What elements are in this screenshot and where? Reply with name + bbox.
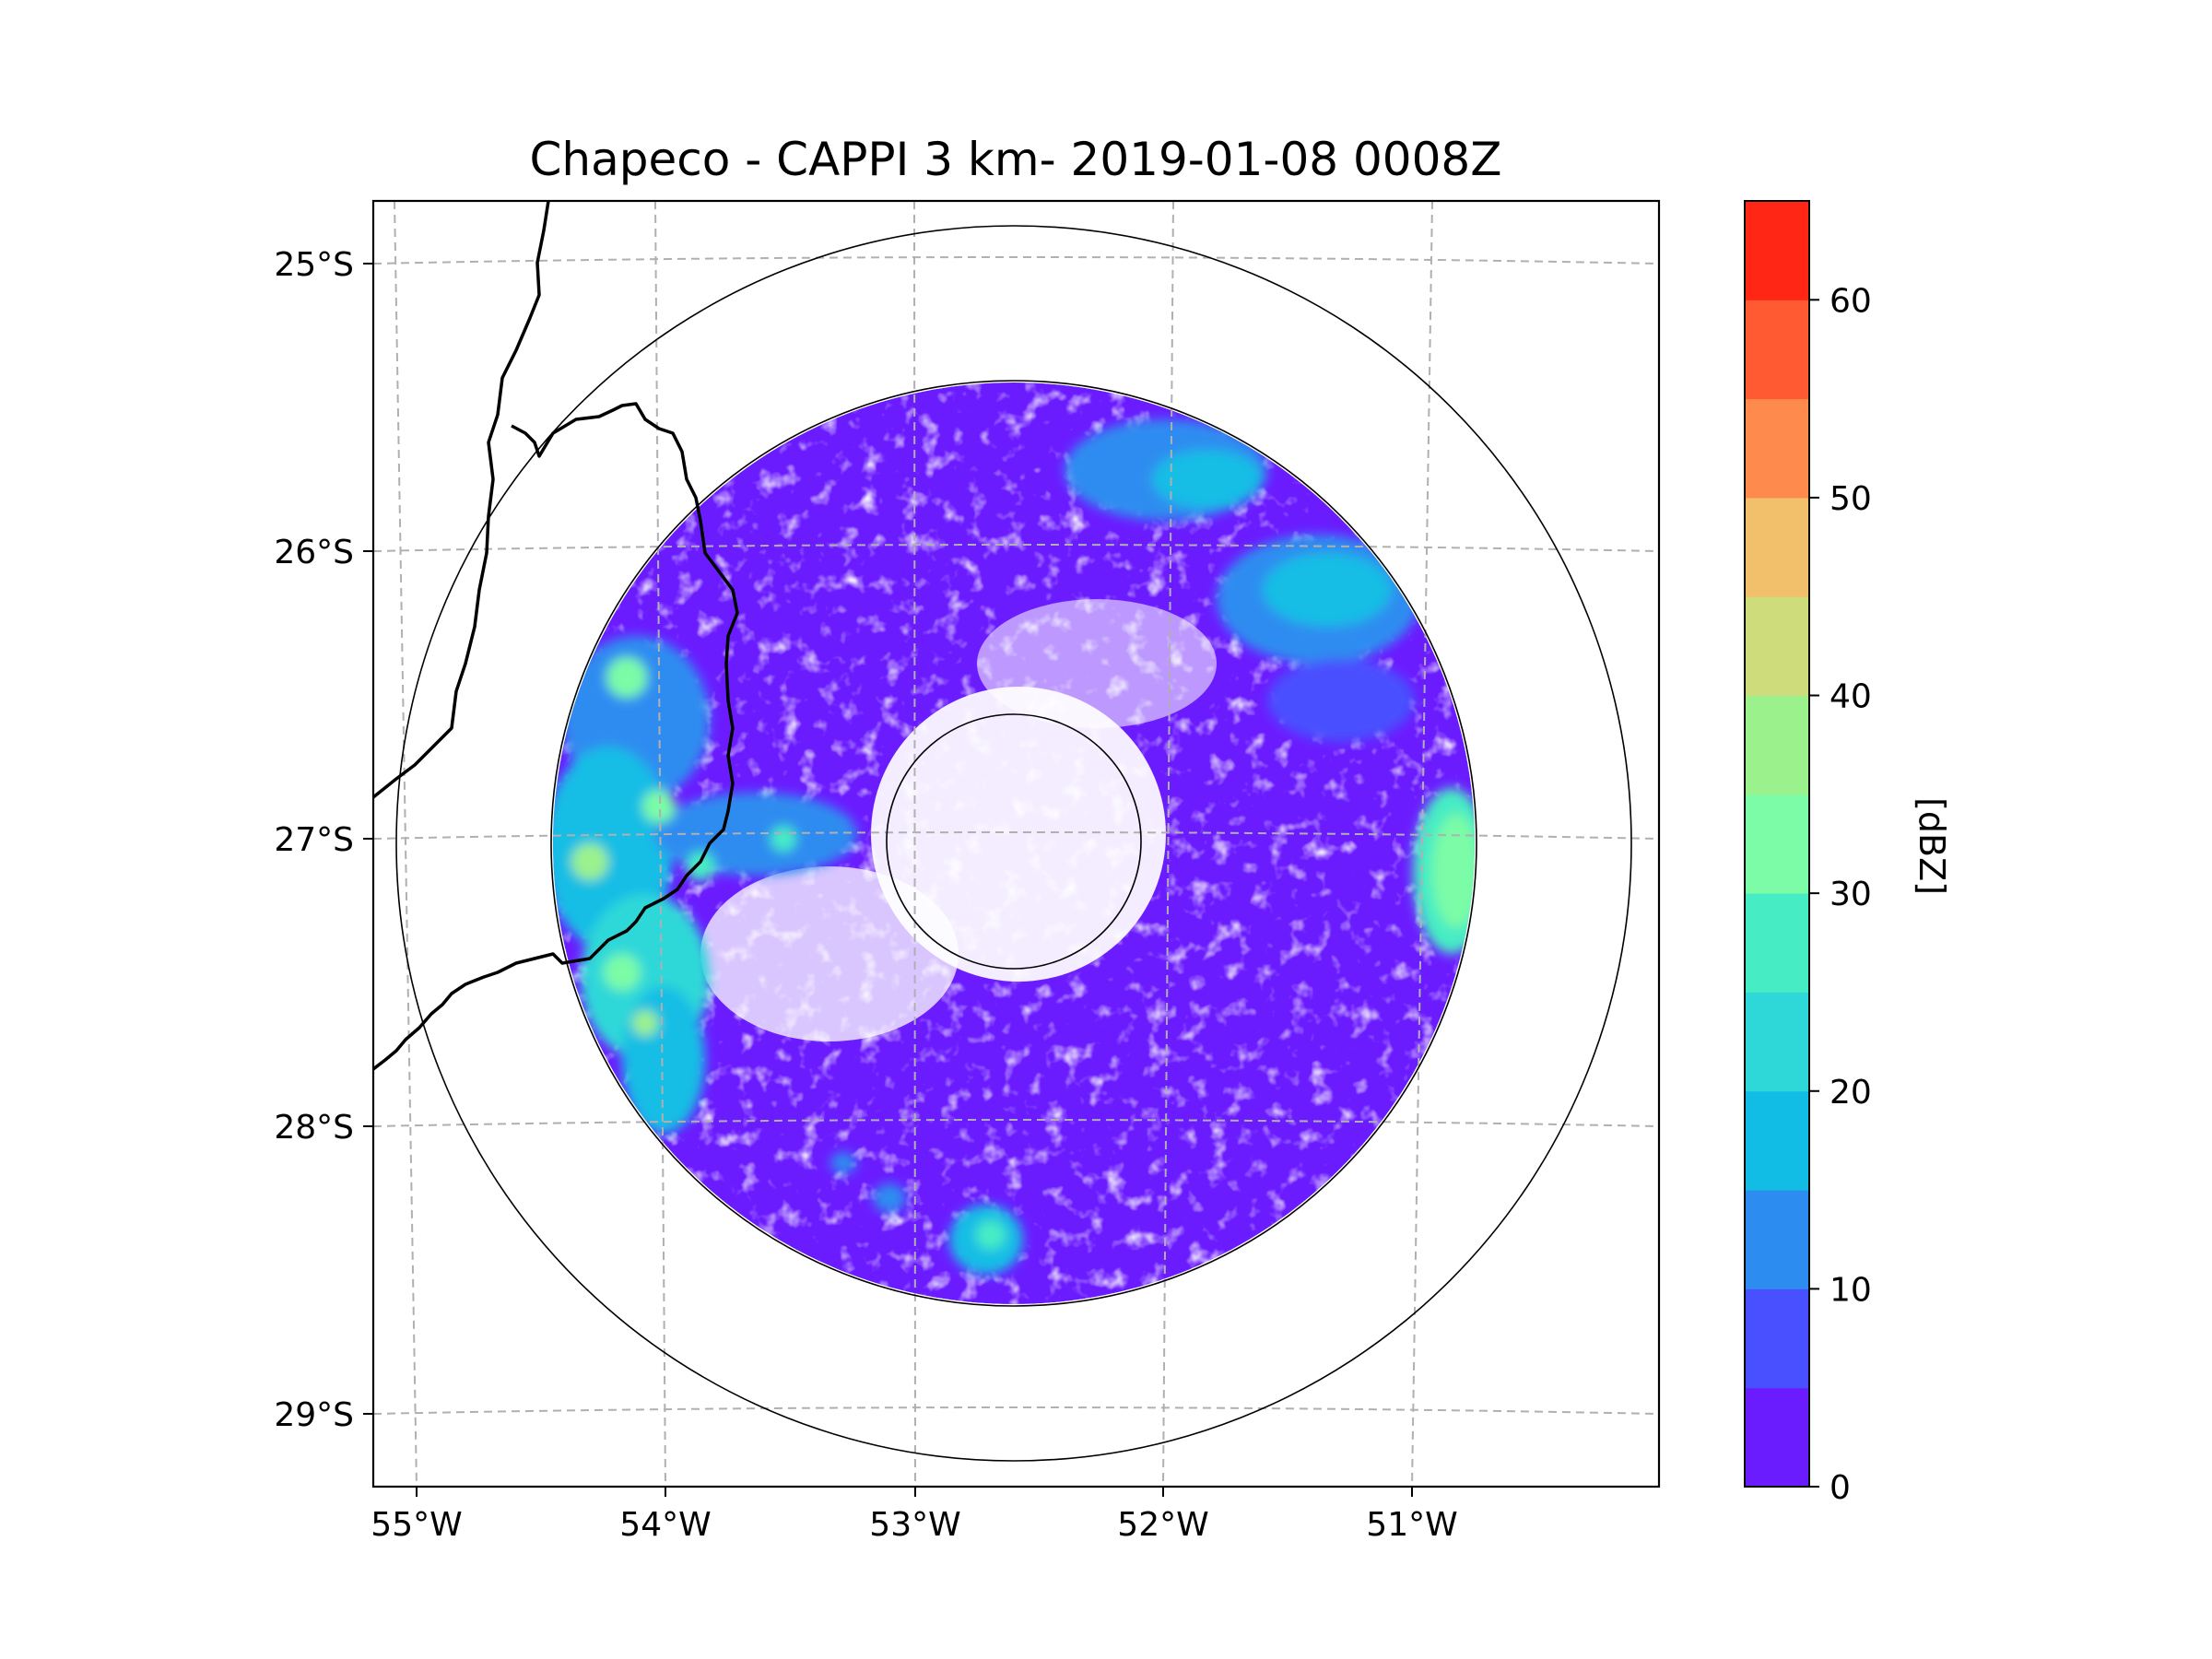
western-echo-cells <box>553 636 857 1134</box>
latitude-tick-label: 26°S <box>274 534 354 571</box>
range-ring-scan-limit <box>550 380 1477 1307</box>
colorbar-swatch <box>1745 893 1809 993</box>
latitude-axis: 25°S 26°S 27°S 28°S 29°S <box>274 246 373 1434</box>
parallel-28s <box>373 1119 1659 1127</box>
colorbar-swatches <box>1745 201 1809 1488</box>
parallel-26s <box>373 544 1659 552</box>
clear-air-west <box>700 866 959 1041</box>
colorbar-swatch <box>1745 398 1809 499</box>
colorbar-label: [dBZ] <box>1912 797 1952 895</box>
colorbar-swatch <box>1745 992 1809 1092</box>
border-brazil-argentina <box>373 402 739 1071</box>
parallel-25s <box>373 256 1659 265</box>
meridian-53w <box>913 201 916 1487</box>
chart-title: Chapeco - CAPPI 3 km- 2019-01-08 0008Z <box>530 133 1502 186</box>
colorbar: 0 10 20 30 40 50 60 [dBZ] <box>1744 200 1952 1507</box>
colorbar-swatch <box>1745 695 1809 795</box>
meridian-52w <box>1162 201 1174 1487</box>
colorbar-swatch <box>1745 497 1809 597</box>
range-ring-outer <box>395 225 1632 1462</box>
colorbar-swatch <box>1745 596 1809 697</box>
longitude-axis: 55°W 54°W 53°W 52°W 51°W <box>371 1487 1458 1544</box>
meridian-55w <box>394 201 418 1487</box>
longitude-tick-label: 52°W <box>1117 1506 1208 1544</box>
colorbar-swatch <box>1745 1387 1809 1488</box>
border-argentina-paraguay <box>373 201 550 799</box>
political-borders <box>373 201 739 1071</box>
longitude-tick-label: 54°W <box>619 1506 711 1544</box>
parallel-27s <box>373 831 1659 840</box>
colorbar-swatch <box>1745 300 1809 400</box>
northeast-echo-band <box>1065 419 1419 742</box>
map-frame <box>371 199 1661 1488</box>
colorbar-tick-label: 40 <box>1830 678 1872 716</box>
longitude-tick-label: 53°W <box>869 1506 960 1544</box>
longitude-tick-label: 55°W <box>371 1506 462 1544</box>
parallel-29s <box>373 1406 1659 1415</box>
longitude-tick-label: 51°W <box>1366 1506 1457 1544</box>
meridian-51w <box>1411 201 1433 1487</box>
latitude-tick-label: 27°S <box>274 821 354 859</box>
colorbar-swatch <box>1745 794 1809 894</box>
colorbar-swatch <box>1745 1090 1809 1191</box>
southern-echo-cells <box>830 1152 1023 1275</box>
colorbar-tick-label: 0 <box>1830 1469 1851 1507</box>
clear-air-core <box>871 687 1166 982</box>
graticule <box>373 201 1659 1487</box>
meridian-54w <box>654 201 666 1487</box>
map-panel <box>373 201 1659 1487</box>
colorbar-swatch <box>1745 201 1809 300</box>
colorbar-tick-label: 60 <box>1830 282 1872 320</box>
latitude-tick-label: 25°S <box>274 246 354 284</box>
range-ring-inner <box>886 713 1142 970</box>
colorbar-frame <box>1744 200 1810 1488</box>
radar-echo-layer <box>553 382 1475 1304</box>
colorbar-tick-label: 50 <box>1830 480 1872 518</box>
colorbar-tick-label: 10 <box>1830 1271 1872 1309</box>
colorbar-tick-label: 30 <box>1830 876 1872 913</box>
range-rings <box>395 225 1632 1462</box>
clear-air-north <box>977 599 1217 728</box>
latitude-tick-label: 29°S <box>274 1396 354 1434</box>
latitude-tick-label: 28°S <box>274 1109 354 1147</box>
colorbar-swatch <box>1745 1190 1809 1289</box>
colorbar-swatch <box>1745 1288 1809 1389</box>
colorbar-tick-label: 20 <box>1830 1074 1872 1112</box>
colorbar-ticks: 0 10 20 30 40 50 60 <box>1809 282 1872 1507</box>
